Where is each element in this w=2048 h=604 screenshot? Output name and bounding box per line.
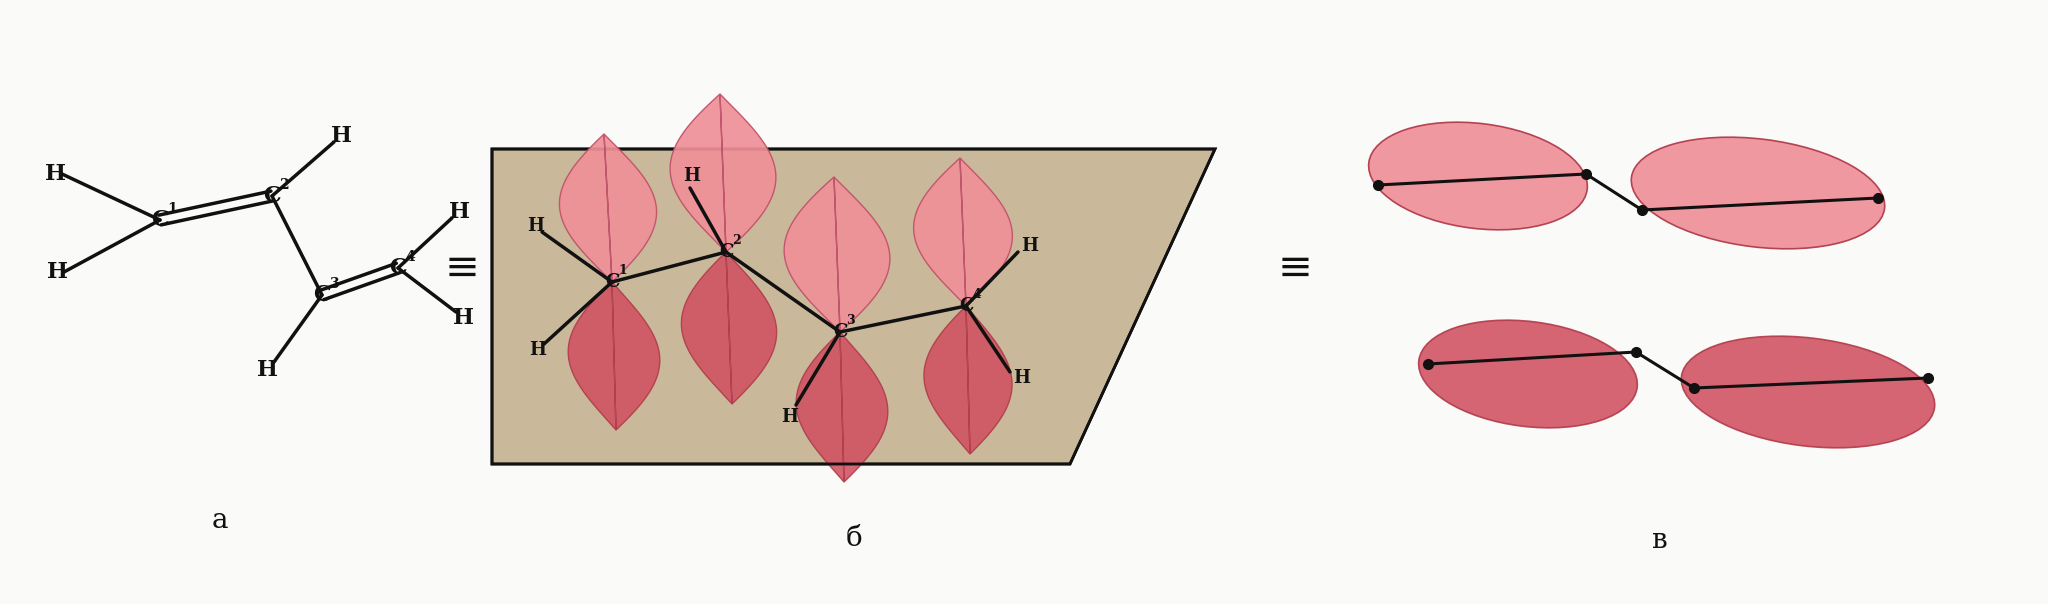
Text: C: C [152,209,168,231]
Polygon shape [670,94,776,252]
Text: в: в [1653,527,1667,553]
Text: 2: 2 [731,234,741,246]
Text: H: H [332,125,352,147]
Text: C: C [719,243,733,261]
Text: 1: 1 [168,202,176,216]
Text: 3: 3 [846,313,854,327]
Text: 3: 3 [330,277,338,291]
Text: 4: 4 [406,250,416,264]
Text: H: H [782,408,799,426]
Text: H: H [453,307,475,329]
Text: H: H [530,341,547,359]
Text: C: C [389,257,408,279]
Text: H: H [449,201,471,223]
Ellipse shape [1419,320,1636,428]
Text: 4: 4 [973,288,981,301]
Text: C: C [264,185,281,207]
Text: 2: 2 [279,178,289,192]
Text: 1: 1 [618,263,627,277]
Polygon shape [567,282,659,430]
Text: H: H [45,163,66,185]
Text: C: C [834,323,848,341]
Text: a: a [211,507,227,533]
Polygon shape [492,149,1214,464]
Polygon shape [559,134,657,282]
Polygon shape [784,177,891,332]
Text: H: H [1014,369,1030,387]
Text: ≡: ≡ [1278,247,1313,289]
Polygon shape [682,252,776,404]
Text: H: H [258,359,279,381]
Ellipse shape [1632,137,1884,249]
Text: б: б [846,524,862,551]
Text: C: C [958,297,973,315]
Polygon shape [924,306,1012,454]
Ellipse shape [1681,336,1935,448]
Text: C: C [604,273,618,291]
Text: H: H [528,217,545,235]
Polygon shape [797,332,887,482]
Polygon shape [913,158,1012,306]
Text: H: H [1022,237,1038,255]
Ellipse shape [1368,122,1587,230]
Text: H: H [47,261,68,283]
Text: C: C [313,284,332,306]
Text: ≡: ≡ [444,247,479,289]
Text: H: H [684,167,700,185]
